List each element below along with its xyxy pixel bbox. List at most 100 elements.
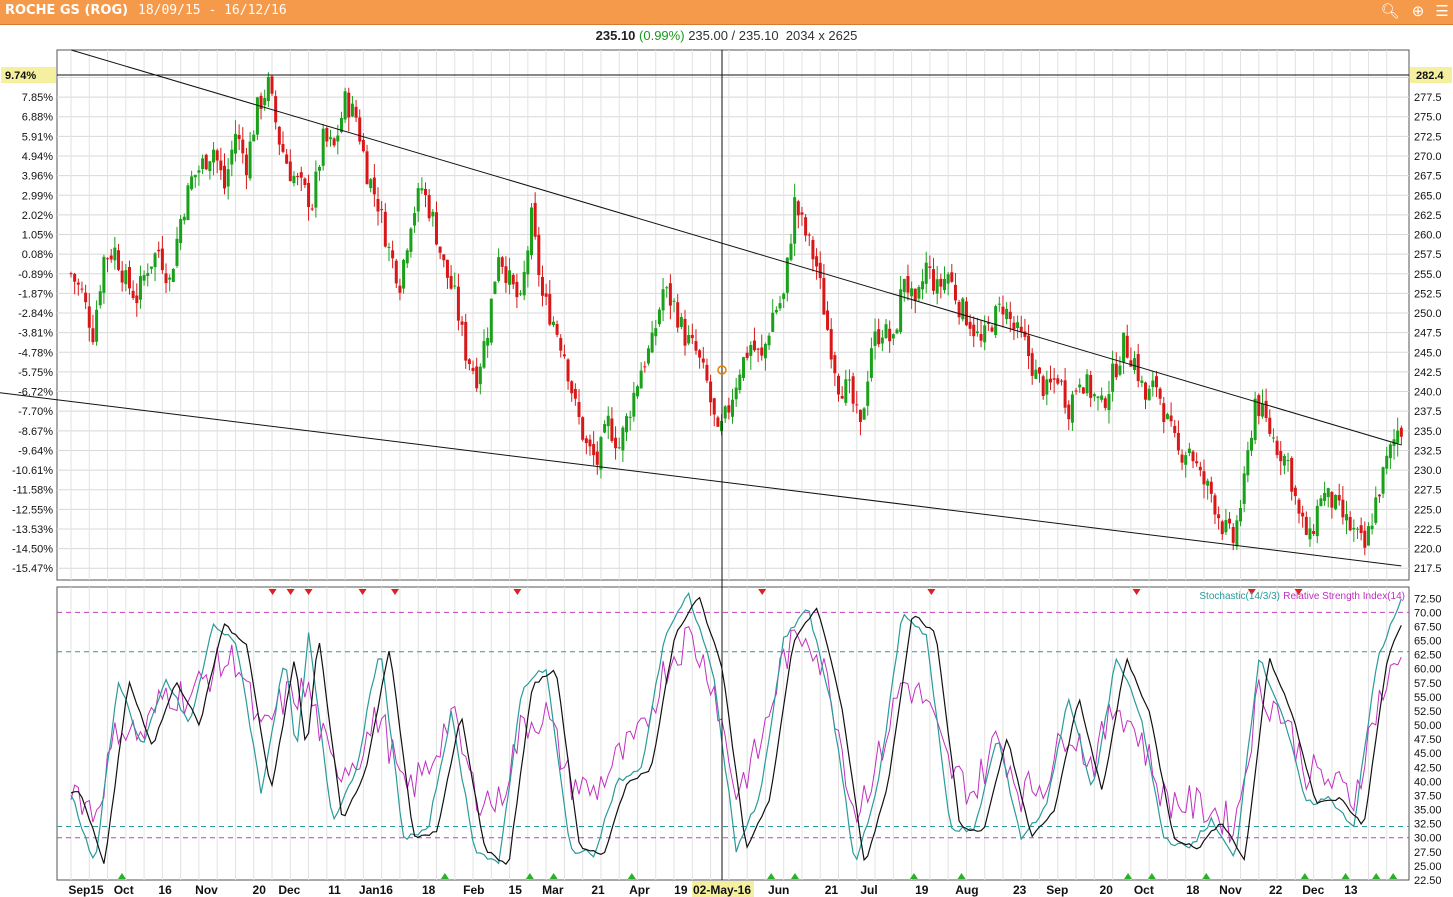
- candle-body: [1260, 403, 1264, 417]
- candle-body: [486, 337, 490, 346]
- candle-body: [950, 272, 954, 282]
- candle-body: [420, 188, 424, 191]
- candle-body: [299, 172, 303, 178]
- candle-body: [1001, 306, 1005, 315]
- indicator-lines: [70, 589, 1402, 879]
- indicator-tick-label: 30.00: [1414, 833, 1442, 845]
- candle-body: [391, 250, 395, 259]
- candle-body: [383, 211, 387, 247]
- rsi-line: [70, 625, 1402, 844]
- price-tick-label: 217.5: [1414, 563, 1442, 575]
- candle-body: [1209, 481, 1213, 494]
- candle-body: [639, 370, 643, 389]
- indicator-tick-label: 22.50: [1414, 875, 1442, 887]
- candle-body: [1111, 363, 1115, 392]
- candle-body: [800, 212, 804, 215]
- price-tick-label: 242.5: [1414, 367, 1442, 379]
- candle-body: [877, 329, 881, 345]
- indicator-tick-label: 40.00: [1414, 776, 1442, 788]
- candle-body: [899, 289, 903, 332]
- candle-body: [946, 274, 950, 284]
- candle-body: [303, 178, 307, 186]
- candle-body: [1399, 427, 1403, 437]
- candle-body: [146, 273, 150, 277]
- candle-body: [1264, 400, 1268, 419]
- trendlines[interactable]: [0, 49, 1402, 567]
- pct-tick-label: -0.89%: [18, 269, 53, 281]
- candle-body: [296, 176, 300, 178]
- buy-signal-marker: [1341, 873, 1350, 879]
- candle-body: [632, 392, 636, 417]
- candle-body: [1385, 455, 1389, 469]
- candle-body: [1345, 514, 1349, 521]
- candle-body: [171, 269, 175, 282]
- candle-body: [1067, 404, 1071, 420]
- pct-tick-label: 2.02%: [22, 210, 53, 222]
- indicator-tick-label: 57.50: [1414, 678, 1442, 690]
- candle-body: [676, 302, 680, 328]
- candle-body: [361, 140, 365, 152]
- pct-tick-label: -7.70%: [18, 406, 53, 418]
- price-grid: [56, 49, 1410, 581]
- price-tick-label: 222.5: [1414, 524, 1442, 536]
- buy-signal-marker: [549, 873, 558, 879]
- candle-body: [508, 270, 512, 285]
- candle-body: [1129, 360, 1133, 367]
- sell-signal-marker: [1247, 589, 1256, 595]
- price-tick-label: 225.0: [1414, 504, 1442, 516]
- candle-body: [497, 257, 501, 281]
- crosshair-price-box: [1410, 67, 1452, 83]
- price-tick-label: 252.5: [1414, 288, 1442, 300]
- candle-body: [1016, 322, 1020, 329]
- date-tick-label: 22: [1269, 883, 1283, 897]
- candle-body: [431, 211, 435, 217]
- indicator-tick-label: 55.00: [1414, 692, 1442, 704]
- candle-body: [87, 306, 91, 328]
- candle-body: [1154, 376, 1158, 388]
- sell-signal-marker: [304, 589, 313, 595]
- candle-body: [493, 281, 497, 294]
- date-tick-label: Oct: [114, 883, 134, 897]
- buy-signal-marker: [767, 873, 776, 879]
- candle-body: [168, 277, 172, 280]
- candle-body: [160, 248, 164, 271]
- candle-body: [179, 218, 183, 244]
- price-tick-label: 237.5: [1414, 406, 1442, 418]
- candle-body: [869, 348, 873, 378]
- candle-body: [1158, 388, 1162, 399]
- candle-body: [1070, 394, 1074, 423]
- candle-body: [1370, 525, 1374, 530]
- candle-body: [548, 294, 552, 325]
- candle-body: [1173, 425, 1177, 433]
- candle-body: [752, 340, 756, 351]
- title-bar: ROCHE GS (ROG) 18/09/15 - 16/12/16 🔍︎ ⊕ …: [0, 0, 1453, 25]
- candle-body: [113, 247, 117, 261]
- candle-body: [73, 273, 77, 282]
- candle-body: [1133, 358, 1137, 371]
- candle-body: [1144, 382, 1148, 400]
- candle-body: [515, 281, 519, 298]
- candle-body: [592, 444, 596, 456]
- candle-body: [1334, 494, 1338, 510]
- date-tick-label: Mar: [542, 883, 564, 897]
- zoom-in-icon[interactable]: ⊕: [1411, 3, 1425, 20]
- candle-body: [888, 328, 892, 342]
- candle-body: [230, 149, 234, 165]
- zoom-out-icon[interactable]: 🔍︎: [1380, 3, 1400, 20]
- candle-body: [1187, 448, 1191, 453]
- candle-body: [734, 387, 738, 400]
- candle-body: [884, 324, 888, 338]
- candle-body: [274, 96, 278, 123]
- candle-body: [1206, 480, 1210, 486]
- candle-body: [91, 328, 95, 343]
- sell-signal-marker: [1132, 589, 1141, 595]
- candle-body: [117, 250, 121, 270]
- candle-body: [789, 243, 793, 260]
- candle-body: [603, 424, 607, 433]
- candle-body: [127, 267, 131, 289]
- menu-icon[interactable]: ☰: [1435, 3, 1449, 20]
- candle-body: [537, 234, 541, 276]
- candle-body: [1319, 498, 1323, 507]
- candle-body: [95, 309, 99, 342]
